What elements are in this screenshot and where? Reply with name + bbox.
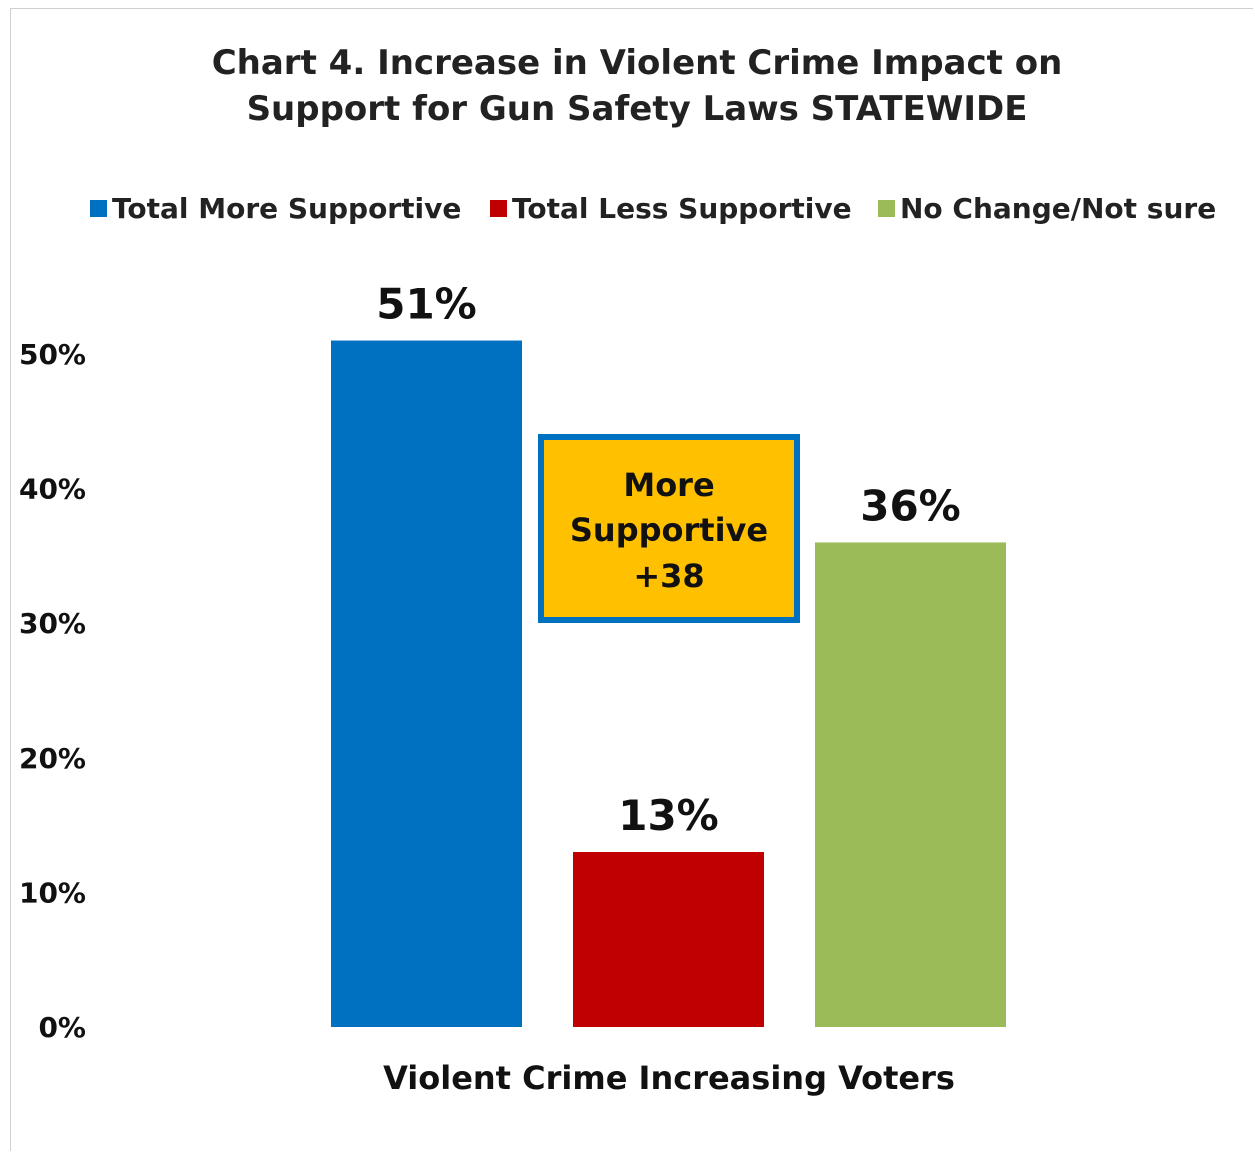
legend-label: Total Less Supportive [512, 192, 852, 225]
legend-item: Total More Supportive [90, 192, 461, 225]
data-labels: 51% 13% 36% [376, 280, 961, 840]
y-tick-label: 50% [19, 338, 86, 371]
callout-text: More [623, 466, 714, 504]
x-axis: Violent Crime Increasing Voters [383, 1059, 955, 1097]
legend-swatch [490, 200, 507, 217]
legend: Total More Supportive Total Less Supporti… [90, 192, 1216, 225]
bar [573, 852, 764, 1027]
x-category-label: Violent Crime Increasing Voters [383, 1059, 955, 1097]
y-tick-label: 0% [38, 1011, 86, 1044]
callout-text: Supportive [570, 511, 768, 549]
data-label: 13% [618, 791, 719, 840]
chart-title: Chart 4. Increase in Violent Crime Impac… [212, 43, 1063, 129]
legend-label: No Change/Not sure [900, 192, 1216, 225]
y-tick-label: 40% [19, 473, 86, 506]
chart-frame [10, 8, 1253, 1151]
legend-swatch [90, 200, 107, 217]
bar [331, 340, 522, 1027]
legend-item: Total Less Supportive [490, 192, 852, 225]
data-label: 51% [376, 280, 477, 329]
chart-title-line: Chart 4. Increase in Violent Crime Impac… [212, 43, 1063, 83]
legend-label: Total More Supportive [112, 192, 461, 225]
y-axis: 0% 10% 20% 30% 40% 50% [19, 338, 86, 1044]
y-tick-label: 20% [19, 742, 86, 775]
legend-swatch [878, 200, 895, 217]
bars [331, 340, 1006, 1027]
callout-text: +38 [633, 557, 704, 595]
y-tick-label: 30% [19, 607, 86, 640]
y-tick-label: 10% [19, 876, 86, 909]
data-label: 36% [860, 481, 961, 530]
chart-title-line: Support for Gun Safety Laws STATEWIDE [247, 89, 1028, 129]
bar [815, 542, 1006, 1027]
callout: More Supportive +38 [538, 434, 800, 623]
legend-item: No Change/Not sure [878, 192, 1216, 225]
callout-box [538, 434, 800, 623]
